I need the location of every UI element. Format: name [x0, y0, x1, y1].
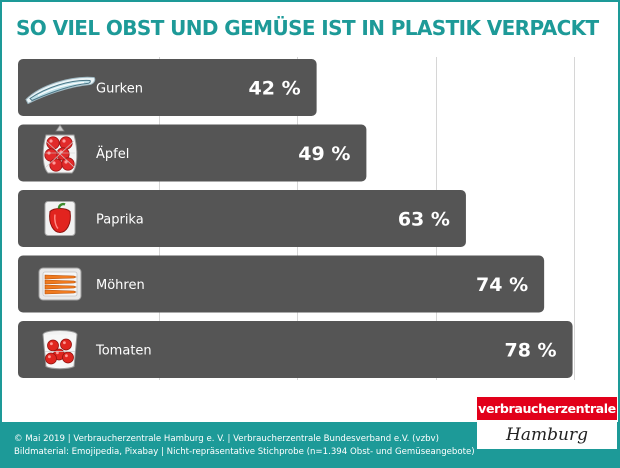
value-label: 63 % [398, 209, 450, 231]
logo-wordmark: verbraucherzentrale [477, 397, 617, 420]
cucumber-in-plastic-icon [25, 76, 96, 105]
bar [18, 59, 317, 116]
bar [18, 321, 573, 378]
footer-copyright: © Mai 2019 | Verbraucherzentrale Hamburg… [14, 434, 439, 444]
category-label: Tomaten [95, 344, 152, 359]
value-label: 42 % [249, 78, 301, 100]
category-label: Gurken [96, 82, 143, 97]
category-label: Möhren [96, 278, 145, 293]
tomatoes-in-plastic-tub-icon [42, 330, 78, 370]
logo-city: Hamburg [506, 425, 588, 445]
chart-title: SO VIEL OBST UND GEMÜSE IST IN PLASTIK V… [16, 16, 599, 40]
bars: Gurken 42 % Äpfel 49 % Paprika 63 % Möhren 74 %… [18, 59, 573, 378]
value-label: 49 % [298, 143, 350, 165]
footer-source: Bildmaterial: Emojipedia, Pixabay | Nich… [14, 447, 475, 457]
vzhh-logo: verbraucherzentrale Hamburg [477, 397, 617, 449]
category-label: Äpfel [96, 146, 129, 162]
carrots-in-plastic-tray-icon [38, 267, 82, 301]
value-label: 74 % [476, 274, 528, 296]
apples-in-net-bag-icon [42, 124, 78, 174]
bar [18, 124, 367, 182]
value-label: 78 % [504, 340, 556, 362]
bar [18, 190, 466, 247]
category-label: Paprika [96, 213, 144, 228]
bar [18, 255, 545, 313]
bell-pepper-in-plastic-icon [44, 201, 76, 236]
bar-chart: Gurken 42 % Äpfel 49 % Paprika 63 % Möhren 74 %… [18, 57, 575, 380]
